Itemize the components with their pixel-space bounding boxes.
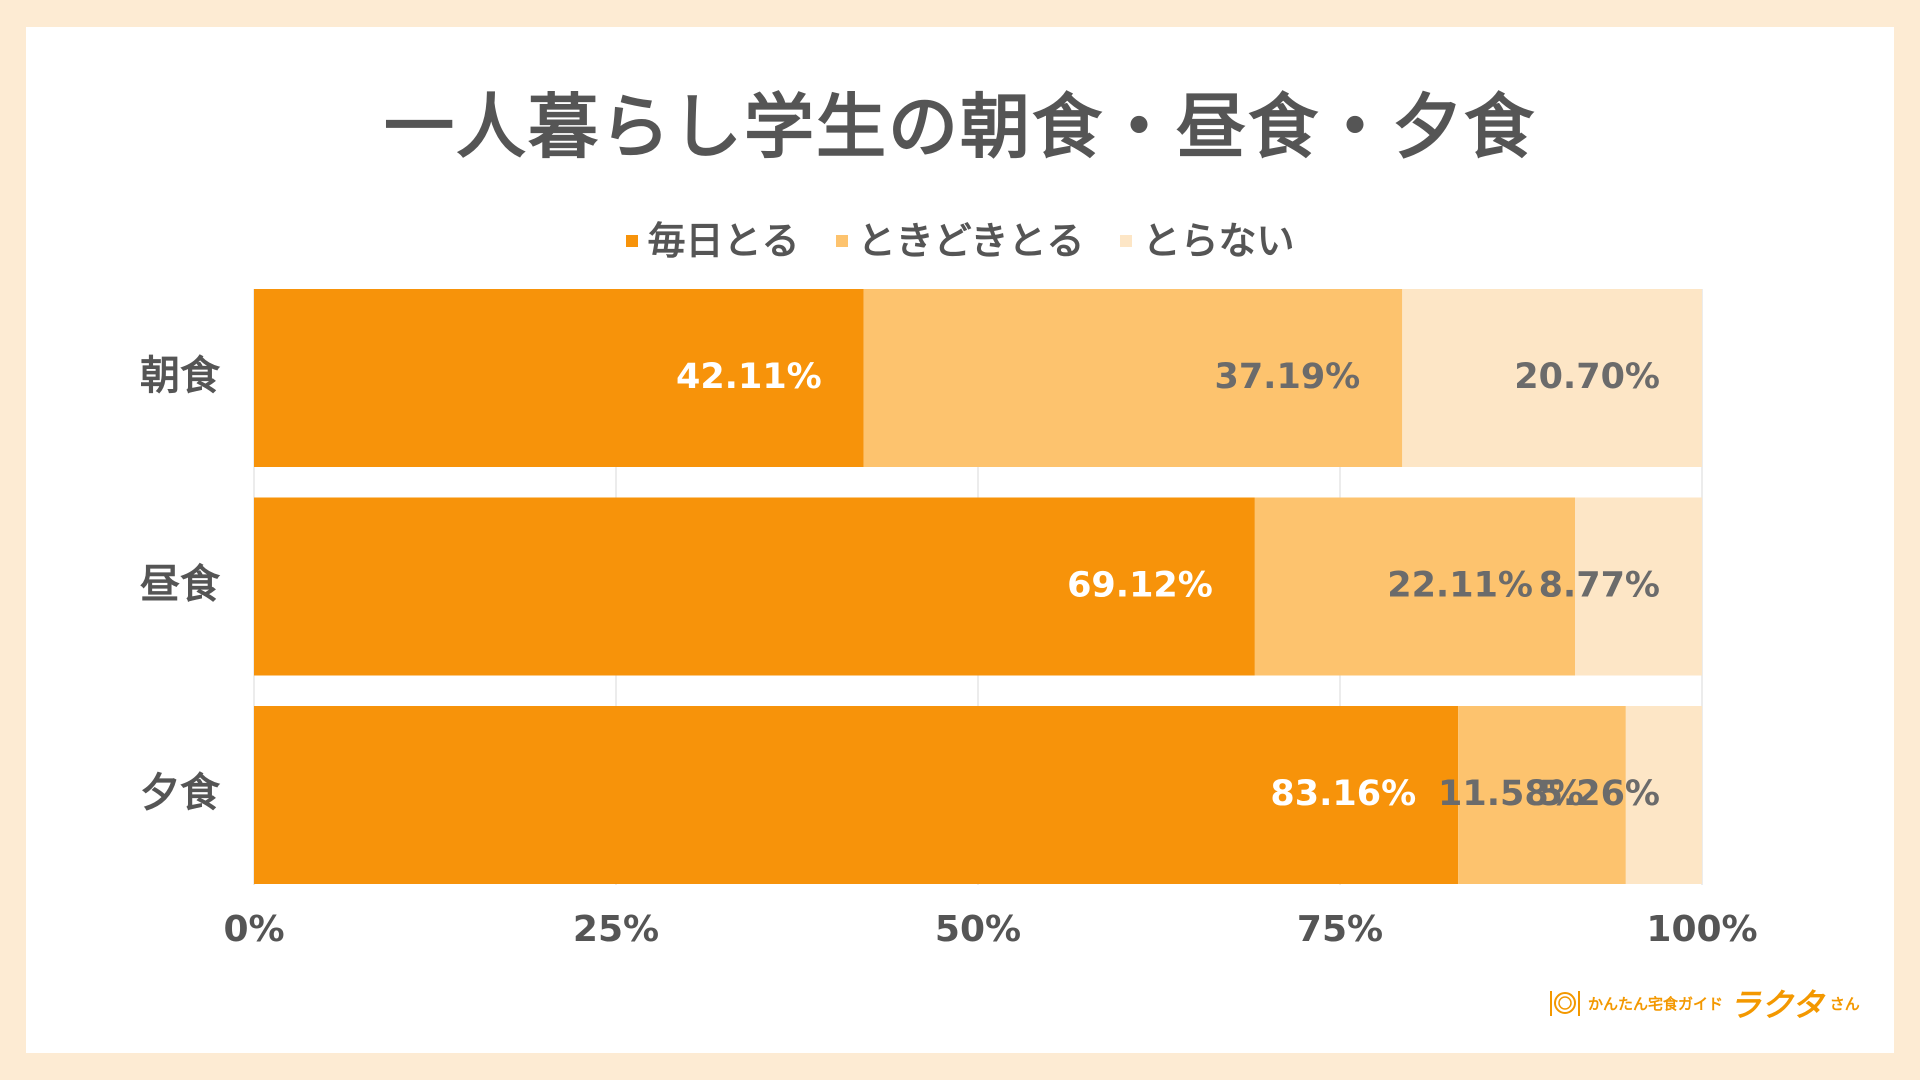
- bar-daily: [254, 289, 864, 467]
- data-label-never: 5.26%: [1539, 774, 1660, 814]
- data-label-sometimes: 37.19%: [1214, 357, 1360, 397]
- bar-never: [1575, 497, 1702, 676]
- logo: かんたん宅食ガイド ラクタ さん: [1548, 980, 1860, 1026]
- category-label: 朝食: [140, 353, 221, 399]
- x-tick-label: 25%: [573, 909, 659, 950]
- legend-label-never: とらない: [1142, 219, 1295, 263]
- logo-subtitle: かんたん宅食ガイド: [1588, 994, 1724, 1013]
- data-label-daily: 42.11%: [676, 357, 822, 397]
- x-tick-label: 0%: [223, 909, 284, 950]
- bar-never: [1402, 289, 1702, 467]
- data-label-sometimes: 22.11%: [1387, 566, 1533, 606]
- data-label-daily: 69.12%: [1067, 566, 1213, 606]
- data-label-never: 8.77%: [1539, 566, 1660, 606]
- x-tick-label: 75%: [1297, 909, 1383, 950]
- legend-swatch-sometimes: [835, 235, 848, 247]
- data-label-daily: 83.16%: [1270, 774, 1416, 814]
- chart-title: 一人暮らし学生の朝食・昼食・夕食: [384, 86, 1536, 168]
- legend-swatch-daily: [625, 235, 638, 247]
- data-label-sometimes: 11.58%: [1438, 774, 1584, 814]
- legend-item-never: とらない: [1120, 216, 1294, 266]
- category-label: 夕食: [140, 770, 221, 816]
- legend-item-daily: 毎日とる: [625, 216, 800, 266]
- plate-fork-knife-icon: [1550, 991, 1580, 1016]
- category-label: 昼食: [140, 562, 221, 608]
- legend: 毎日とる ときどきとる とらない: [0, 216, 1920, 266]
- bar-never: [1625, 706, 1702, 884]
- x-tick-label: 50%: [935, 909, 1021, 950]
- legend-label-sometimes: ときどきとる: [857, 219, 1085, 263]
- legend-item-sometimes: ときどきとる: [835, 216, 1085, 266]
- legend-swatch-never: [1120, 235, 1133, 247]
- logo-name: ラクタ: [1729, 986, 1824, 1024]
- bar-sometimes: [863, 289, 1403, 467]
- x-tick-label: 100%: [1646, 909, 1757, 950]
- bar-daily: [254, 497, 1255, 676]
- bar-sometimes: [1254, 497, 1576, 676]
- legend-label-daily: 毎日とる: [647, 219, 800, 263]
- bar-sometimes: [1458, 706, 1626, 884]
- logo-suffix: さん: [1829, 994, 1860, 1013]
- bar-daily: [254, 706, 1459, 884]
- data-label-never: 20.70%: [1514, 357, 1660, 397]
